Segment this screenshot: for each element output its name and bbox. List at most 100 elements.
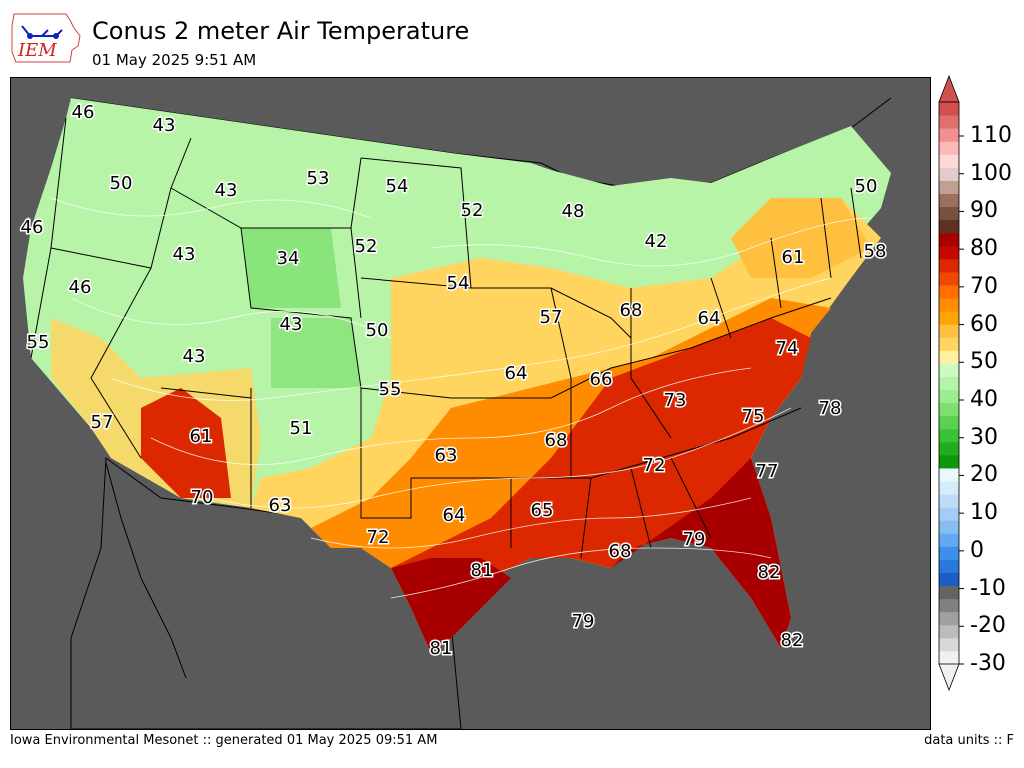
colorbar-swatch bbox=[939, 115, 959, 129]
colorbar-swatch bbox=[939, 507, 959, 521]
footer-credit: Iowa Environmental Mesonet :: generated … bbox=[10, 733, 438, 748]
colorbar-swatch bbox=[939, 494, 959, 508]
temp-label: 63 bbox=[435, 445, 458, 466]
temp-label: 43 bbox=[280, 314, 303, 335]
footer-units: data units :: F bbox=[924, 733, 1014, 748]
temp-label: 50 bbox=[366, 320, 389, 341]
colorbar-tick-label: 60 bbox=[970, 311, 998, 337]
colorbar-swatch bbox=[939, 598, 959, 613]
temp-label: 72 bbox=[367, 527, 390, 548]
logo-text: IEM bbox=[17, 40, 57, 61]
colorbar-swatch bbox=[939, 389, 959, 404]
temperature-map: 46 43 50 43 53 54 46 43 34 52 52 48 42 5… bbox=[19, 97, 892, 729]
temp-label: 68 bbox=[609, 541, 632, 562]
colorbar-tick-label: 110 bbox=[970, 123, 1012, 148]
colorbar-swatch bbox=[939, 193, 959, 208]
iem-logo: IEM bbox=[8, 6, 84, 68]
colorbar-swatch bbox=[939, 350, 959, 364]
temp-label: 53 bbox=[307, 168, 330, 189]
colorbar-swatch bbox=[939, 337, 959, 351]
southwest-hot-2 bbox=[141, 388, 231, 498]
temp-label: 72 bbox=[643, 455, 666, 476]
temp-label: 55 bbox=[379, 379, 402, 400]
colorbar-swatch bbox=[939, 154, 959, 168]
colorbar-swatch bbox=[939, 258, 959, 273]
map-panel: 46 43 50 43 53 54 46 43 34 52 52 48 42 5… bbox=[10, 77, 931, 730]
colorbar-swatch bbox=[939, 533, 959, 547]
colorbar-swatch bbox=[939, 376, 959, 391]
temp-label: 61 bbox=[190, 426, 213, 447]
temp-label: 57 bbox=[540, 307, 563, 328]
colorbar-swatch bbox=[939, 271, 959, 286]
colorbar-tick-label: 80 bbox=[970, 236, 998, 262]
colorbar-swatch bbox=[939, 650, 959, 665]
colorbar-swatch bbox=[939, 546, 959, 560]
temp-label: 68 bbox=[620, 300, 643, 321]
temp-label: 77 bbox=[756, 461, 779, 482]
colorbar-swatch bbox=[939, 363, 959, 377]
colorbar-swatch bbox=[939, 180, 959, 194]
state-borders bbox=[30, 117, 862, 559]
temp-label: 34 bbox=[277, 248, 300, 269]
colorbar-swatch bbox=[939, 415, 959, 430]
temp-label: 61 bbox=[782, 247, 805, 268]
colorbar-swatch bbox=[939, 467, 959, 482]
temp-label: 54 bbox=[447, 273, 470, 294]
temp-label: 79 bbox=[572, 611, 595, 632]
temp-label: 58 bbox=[864, 241, 887, 262]
temperature-labels: 46 43 50 43 53 54 46 43 34 52 52 48 42 5… bbox=[19, 101, 888, 661]
temp-label: 55 bbox=[27, 332, 50, 353]
colorbar-swatch bbox=[939, 428, 959, 443]
colorbar-swatch bbox=[939, 232, 959, 247]
temp-label: 82 bbox=[781, 630, 804, 651]
temp-label: 66 bbox=[590, 369, 613, 390]
colorbar-tick-label: -20 bbox=[970, 613, 1006, 639]
wyoming-cool bbox=[241, 228, 341, 308]
colorbar-swatch bbox=[939, 245, 959, 260]
colorbar-swatch bbox=[939, 324, 959, 338]
colorbar-swatch bbox=[939, 454, 959, 469]
temp-label: 54 bbox=[386, 176, 409, 197]
colorbar-swatch bbox=[939, 167, 959, 181]
temp-label: 75 bbox=[742, 406, 765, 427]
temp-label: 70 bbox=[191, 487, 214, 508]
hottest-zone bbox=[611, 458, 791, 648]
temp-label: 43 bbox=[173, 244, 196, 265]
northeast-warm bbox=[731, 198, 871, 278]
colorbar-tick-label: 50 bbox=[970, 349, 998, 375]
colorbar-swatch bbox=[939, 219, 959, 234]
colorbar-tick-label: 20 bbox=[970, 462, 998, 488]
temp-label: 74 bbox=[776, 338, 799, 359]
temp-label: 64 bbox=[443, 505, 466, 526]
temp-label: 65 bbox=[531, 500, 554, 521]
temp-label: 81 bbox=[430, 638, 453, 659]
colorbar-swatch bbox=[939, 637, 959, 652]
colorado-cool bbox=[271, 318, 361, 388]
temp-label: 64 bbox=[698, 308, 721, 329]
map-title: Conus 2 meter Air Temperature bbox=[92, 17, 470, 45]
colorbar-tick-label: 30 bbox=[970, 424, 998, 450]
colorbar-min-arrow bbox=[938, 663, 960, 692]
temp-label: 50 bbox=[855, 176, 878, 197]
colorbar-swatch bbox=[939, 311, 959, 325]
colorbar-swatch bbox=[939, 585, 959, 600]
temp-label: 43 bbox=[153, 115, 176, 136]
colorbar-swatch bbox=[939, 611, 959, 626]
colorbar-swatch bbox=[939, 141, 959, 155]
colorbar-tick-label: 10 bbox=[970, 500, 998, 526]
temp-label: 63 bbox=[269, 495, 292, 516]
colorbar-swatch bbox=[939, 298, 959, 312]
isotherm-contours bbox=[50, 197, 872, 599]
colorbar-tick-label: 0 bbox=[970, 537, 984, 563]
colorbar-tick-label: 40 bbox=[970, 387, 998, 412]
temp-label: 51 bbox=[290, 418, 313, 439]
colorbar-swatch bbox=[939, 624, 959, 639]
temp-label: 46 bbox=[21, 217, 44, 238]
colorbar-swatch bbox=[939, 128, 959, 142]
colorbar-tick-label: 70 bbox=[970, 273, 998, 299]
temp-label: 79 bbox=[683, 529, 706, 550]
colorbar-swatch bbox=[939, 572, 959, 587]
temp-label: 43 bbox=[215, 180, 238, 201]
colorbar-swatch bbox=[939, 206, 959, 221]
colorbar-swatch bbox=[939, 441, 959, 456]
